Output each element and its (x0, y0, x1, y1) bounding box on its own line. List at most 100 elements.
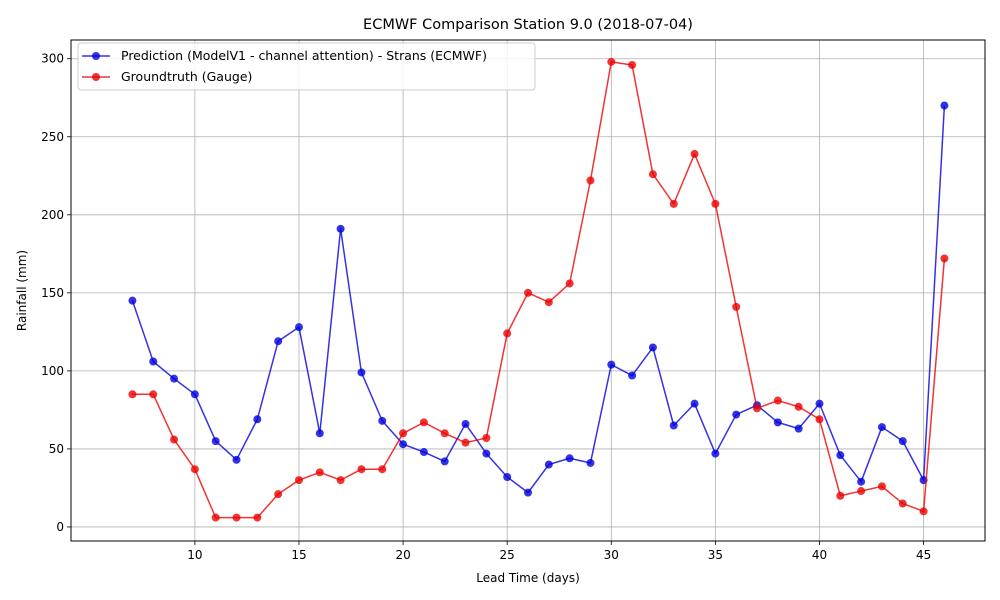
data-point (648, 170, 657, 179)
data-point (815, 399, 824, 408)
data-point (628, 60, 637, 69)
data-point (794, 424, 803, 433)
data-point (524, 488, 532, 497)
data-point (877, 423, 886, 432)
data-point (461, 419, 470, 428)
data-point (461, 438, 470, 447)
data-point (565, 279, 574, 288)
plot-frame (70, 39, 986, 542)
data-point (149, 390, 158, 399)
y-tick-label: 250 (41, 130, 64, 144)
data-point (690, 149, 699, 158)
y-axis: 0 50 100 150 200 250 300 (41, 52, 71, 534)
data-point (482, 449, 491, 458)
data-point (815, 415, 824, 424)
data-point (732, 302, 741, 311)
data-point (836, 491, 845, 500)
data-point (399, 429, 408, 438)
x-axis: 10 15 20 25 30 35 40 45 (187, 541, 931, 562)
data-point (544, 298, 553, 307)
y-tick-label: 150 (41, 286, 64, 300)
data-point (440, 457, 449, 466)
data-point (357, 368, 366, 377)
data-point (565, 454, 574, 463)
data-point (149, 357, 158, 366)
data-point (711, 449, 720, 458)
x-tick-label: 30 (604, 548, 619, 562)
data-point (419, 448, 428, 457)
data-point (440, 429, 449, 438)
x-tick-label: 45 (916, 548, 931, 562)
data-point (253, 415, 262, 424)
data-point (419, 418, 428, 427)
data-point (898, 437, 907, 446)
data-point (378, 416, 387, 425)
x-tick-label: 25 (500, 548, 515, 562)
data-point (669, 199, 678, 208)
data-point (378, 465, 387, 474)
data-point (711, 199, 720, 208)
data-point (898, 499, 907, 508)
x-tick-label: 40 (812, 548, 827, 562)
x-tick-label: 35 (708, 548, 723, 562)
legend: Prediction (ModelV1 - channel attention)… (77, 42, 536, 91)
data-point (503, 473, 512, 482)
data-point (336, 224, 345, 233)
data-point (232, 513, 241, 522)
legend-label-groundtruth: Groundtruth (Gauge) (121, 69, 252, 84)
data-point (253, 513, 262, 522)
data-point (940, 101, 949, 110)
data-point (607, 360, 616, 369)
data-point (482, 433, 491, 442)
data-point (294, 476, 303, 485)
data-point (940, 254, 949, 263)
data-point (732, 410, 741, 419)
legend-marker-prediction (92, 52, 100, 60)
data-point (315, 468, 324, 477)
data-point (211, 437, 220, 446)
series-groundtruth (128, 57, 949, 522)
x-tick-label: 20 (395, 548, 410, 562)
data-point (190, 465, 199, 474)
data-point (170, 435, 179, 444)
data-point (336, 476, 345, 485)
series-line (132, 61, 946, 519)
legend-box (77, 42, 536, 91)
data-point (399, 440, 408, 449)
y-axis-label: Rainfall (mm) (15, 250, 29, 331)
y-tick-label: 300 (41, 52, 64, 66)
y-tick-label: 200 (41, 208, 64, 222)
series-line (131, 105, 946, 494)
data-point (648, 343, 657, 352)
data-point (232, 455, 241, 464)
gridlines (71, 40, 985, 541)
data-point (294, 323, 303, 332)
chart-title: ECMWF Comparison Station 9.0 (2018-07-04… (363, 17, 693, 33)
data-point (315, 429, 324, 438)
data-point (544, 460, 553, 469)
data-point (877, 482, 886, 491)
data-point (857, 487, 866, 496)
data-point (794, 402, 803, 411)
data-point (857, 477, 866, 486)
data-point (274, 337, 283, 346)
x-axis-label: Lead Time (days) (476, 571, 580, 585)
data-point (524, 288, 532, 297)
legend-marker-groundtruth (92, 73, 100, 81)
data-point (690, 399, 699, 408)
legend-label-prediction: Prediction (ModelV1 - channel attention)… (121, 48, 487, 63)
y-tick-label: 100 (41, 364, 64, 378)
y-tick-label: 0 (56, 520, 64, 534)
x-tick-label: 10 (187, 548, 202, 562)
series-prediction (128, 101, 949, 497)
data-point (586, 458, 595, 467)
data-point (211, 513, 220, 522)
data-point (170, 374, 179, 383)
series-layer (128, 57, 949, 522)
y-tick-label: 50 (49, 442, 64, 456)
data-point (503, 329, 512, 338)
data-point (128, 296, 137, 305)
data-point (773, 396, 782, 405)
data-point (753, 404, 762, 413)
